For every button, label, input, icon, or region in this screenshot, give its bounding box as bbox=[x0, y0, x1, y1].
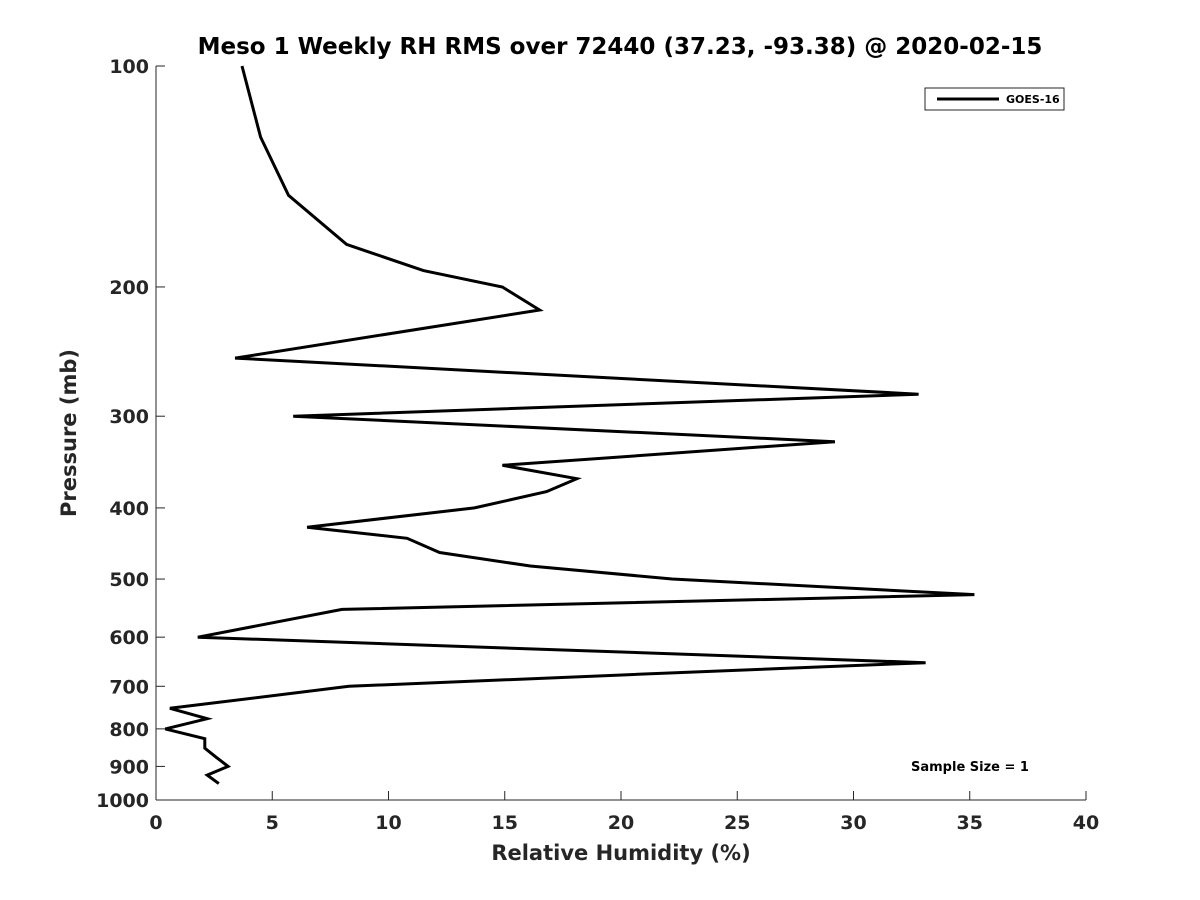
y-tick-label: 400 bbox=[109, 498, 149, 520]
legend-label-goes-16: GOES-16 bbox=[1006, 93, 1060, 106]
y-tick-label: 1000 bbox=[96, 790, 149, 812]
series-line-goes-16 bbox=[164, 65, 975, 785]
x-tick-label: 35 bbox=[957, 812, 983, 834]
y-ticks: 100 200 300 400 500 600 700 800 900 1000 bbox=[96, 56, 165, 812]
y-tick-label: 100 bbox=[109, 56, 149, 78]
y-axis-label: Pressure (mb) bbox=[57, 349, 81, 517]
x-tick-label: 10 bbox=[375, 812, 401, 834]
x-tick-label: 30 bbox=[840, 812, 866, 834]
legend: GOES-16 bbox=[924, 87, 1065, 111]
sample-size-annotation: Sample Size = 1 bbox=[911, 760, 1029, 775]
x-axis-label: Relative Humidity (%) bbox=[491, 841, 750, 865]
y-tick-label: 300 bbox=[109, 406, 149, 428]
y-tick-label: 700 bbox=[109, 676, 149, 698]
y-tick-label: 800 bbox=[109, 719, 149, 741]
y-tick-label: 200 bbox=[109, 277, 149, 299]
x-tick-label: 15 bbox=[492, 812, 518, 834]
x-ticks: 0 5 10 15 20 25 30 35 40 bbox=[149, 791, 1099, 834]
y-tick-label: 500 bbox=[109, 569, 149, 591]
x-tick-label: 0 bbox=[149, 812, 162, 834]
chart-title: Meso 1 Weekly RH RMS over 72440 (37.23, … bbox=[198, 34, 1043, 60]
x-tick-label: 25 bbox=[724, 812, 750, 834]
y-tick-label: 600 bbox=[109, 627, 149, 649]
x-tick-label: 40 bbox=[1073, 812, 1099, 834]
y-tick-label: 900 bbox=[109, 756, 149, 778]
x-tick-label: 5 bbox=[266, 812, 279, 834]
x-tick-label: 20 bbox=[608, 812, 634, 834]
series-layer bbox=[164, 65, 975, 785]
